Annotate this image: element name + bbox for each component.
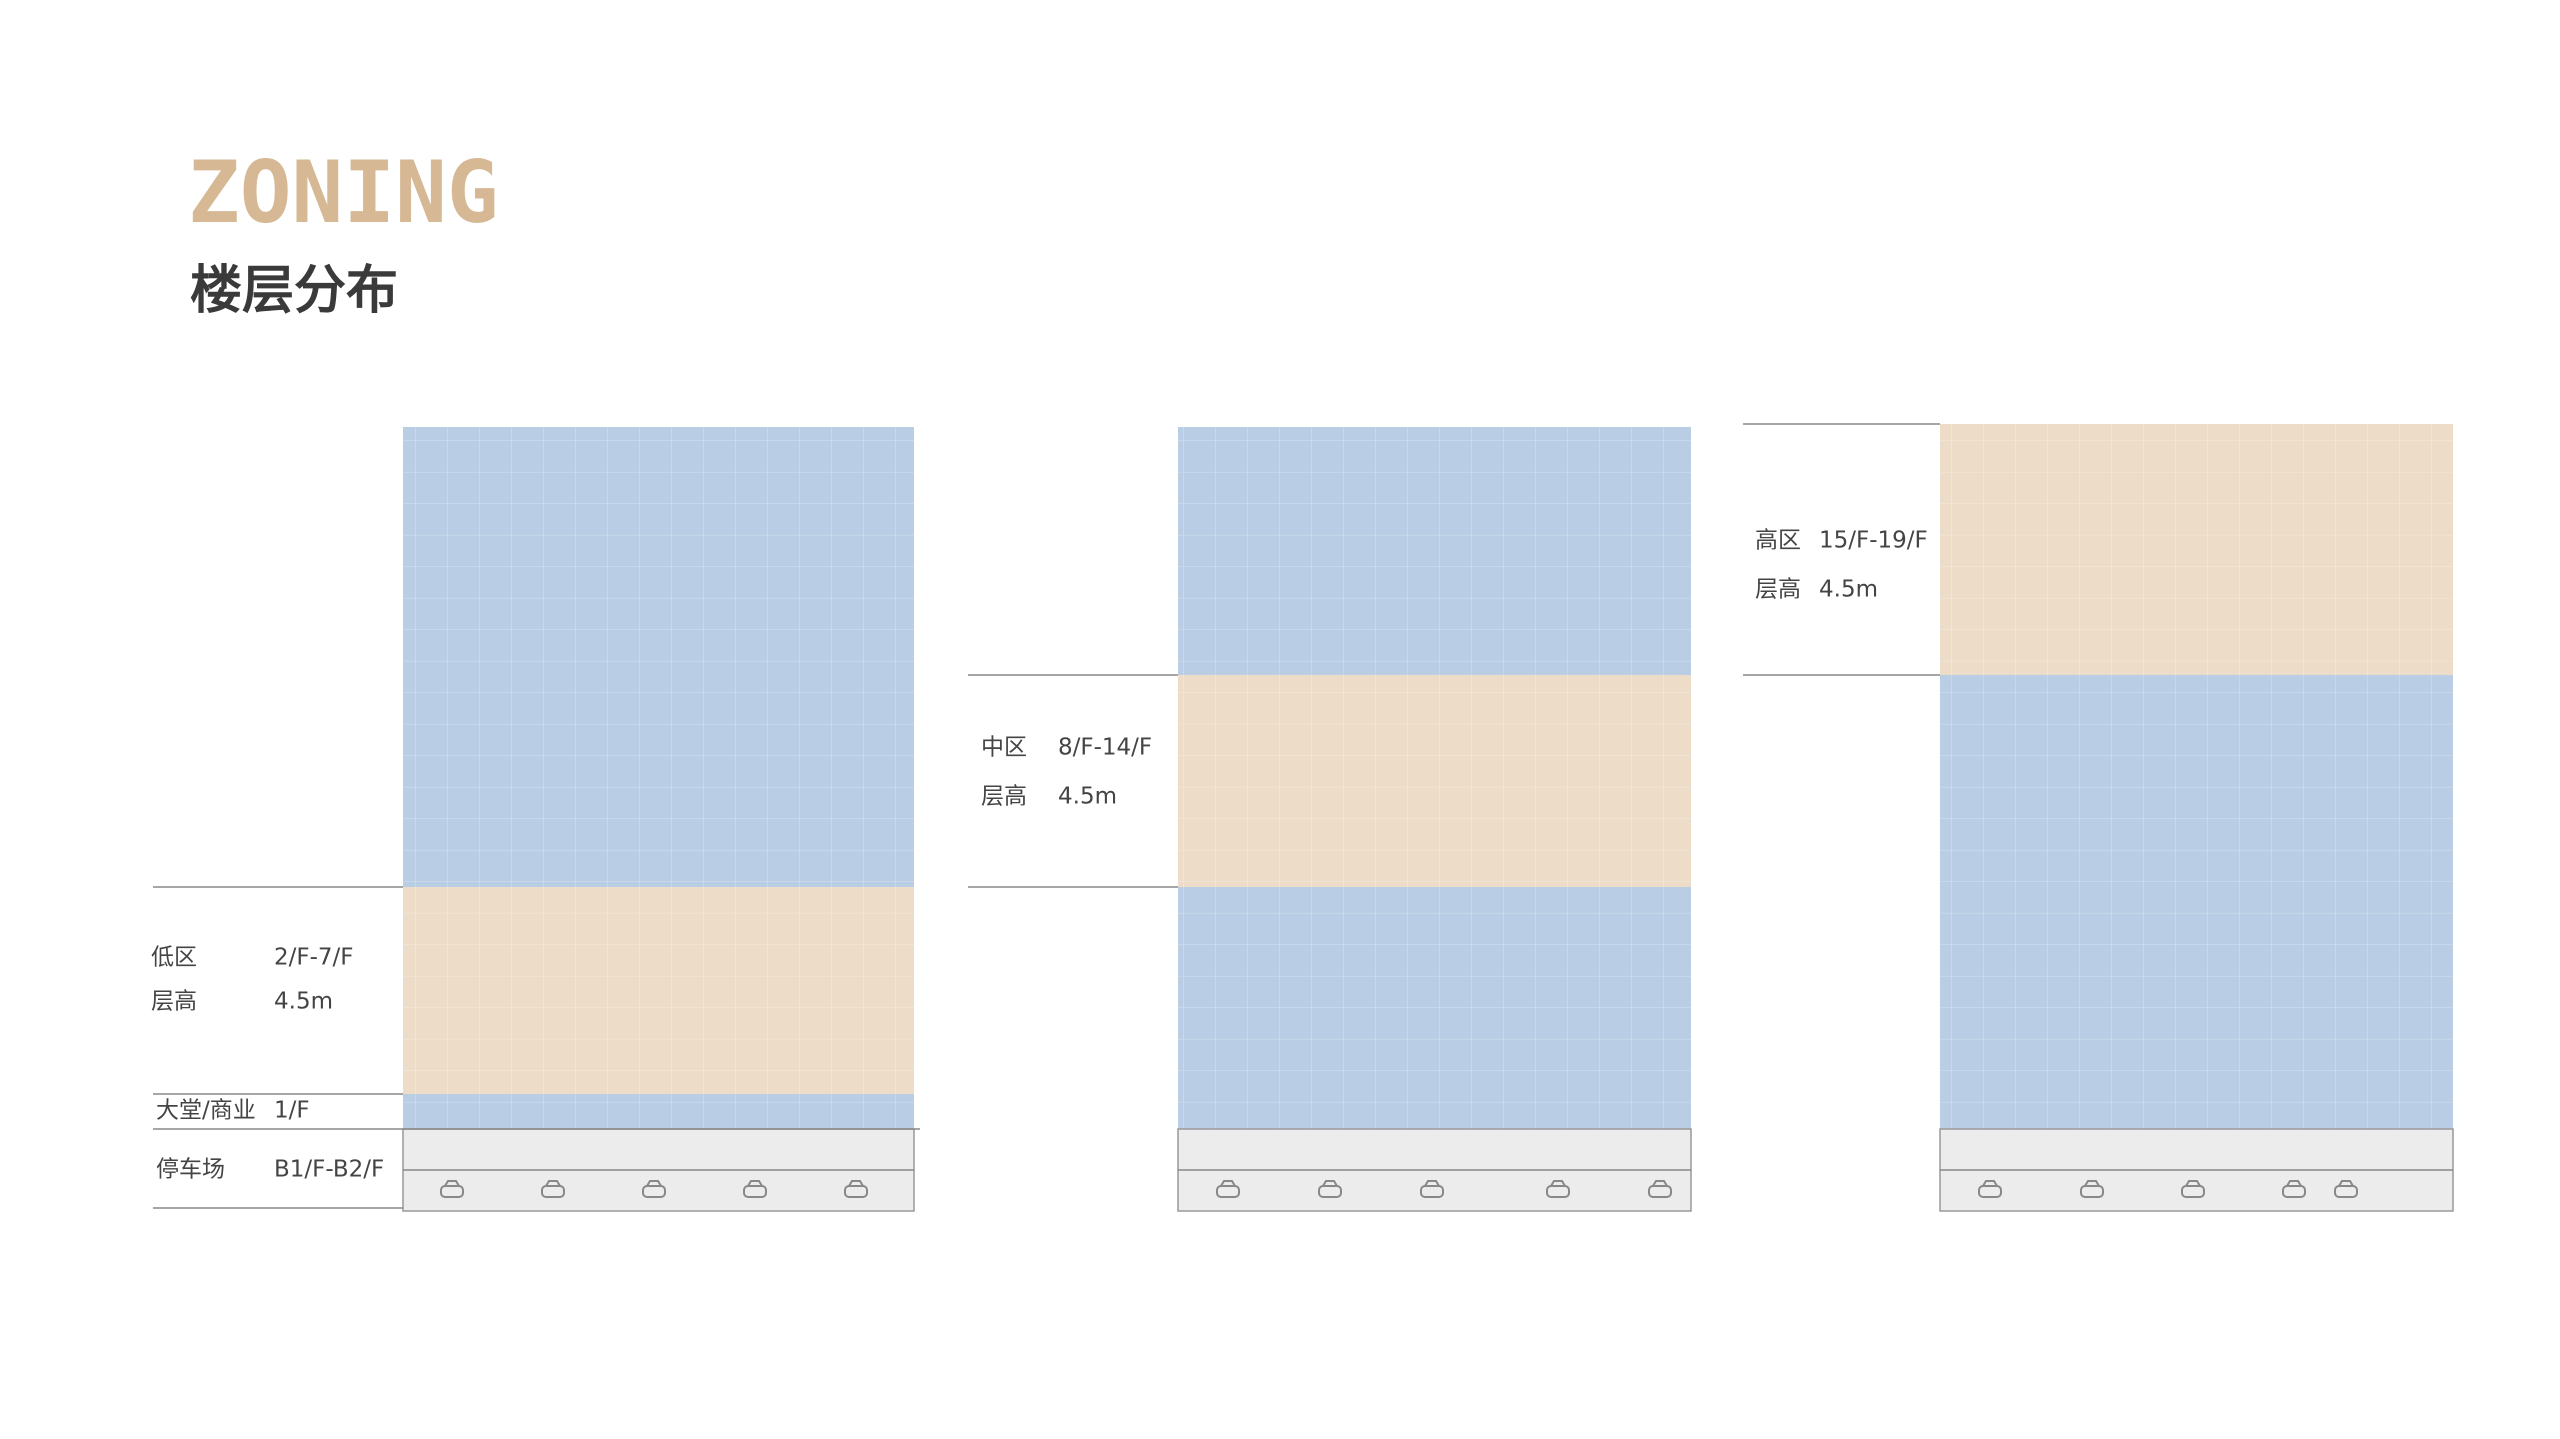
grid: [403, 427, 914, 1129]
zone-floors: 1/F: [274, 1098, 310, 1124]
height-value: 4.5m: [1058, 784, 1117, 810]
building-high: 高区 15/F-19/F 层高 4.5m: [1743, 423, 2454, 1212]
height-value: 4.5m: [274, 989, 333, 1015]
height-label: 层高: [1755, 577, 1801, 603]
zone-name: 高区: [1755, 528, 1801, 554]
zone-floors: 2/F-7/F: [274, 945, 354, 971]
building-low: 低区 2/F-7/F 层高 4.5m 大堂/商业 1/F 停车场 B1/F-B2…: [151, 427, 920, 1212]
zone-name: 停车场: [156, 1157, 225, 1183]
grid: [1940, 424, 2453, 1129]
zone-name: 中区: [981, 735, 1027, 761]
zone-floors: 8/F-14/F: [1058, 735, 1152, 761]
zone-name: 大堂/商业: [156, 1098, 256, 1124]
zone-floors: 15/F-19/F: [1819, 528, 1928, 554]
height-label: 层高: [981, 784, 1027, 810]
grid: [1178, 427, 1691, 1129]
subtitle: 楼层分布: [190, 261, 398, 321]
height-value: 4.5m: [1819, 577, 1878, 603]
height-label: 层高: [151, 989, 197, 1015]
building-mid: 中区 8/F-14/F 层高 4.5m: [968, 427, 1692, 1212]
title: ZONING: [188, 143, 499, 243]
zone-name: 低区: [151, 945, 197, 971]
zone-floors: B1/F-B2/F: [274, 1157, 384, 1183]
